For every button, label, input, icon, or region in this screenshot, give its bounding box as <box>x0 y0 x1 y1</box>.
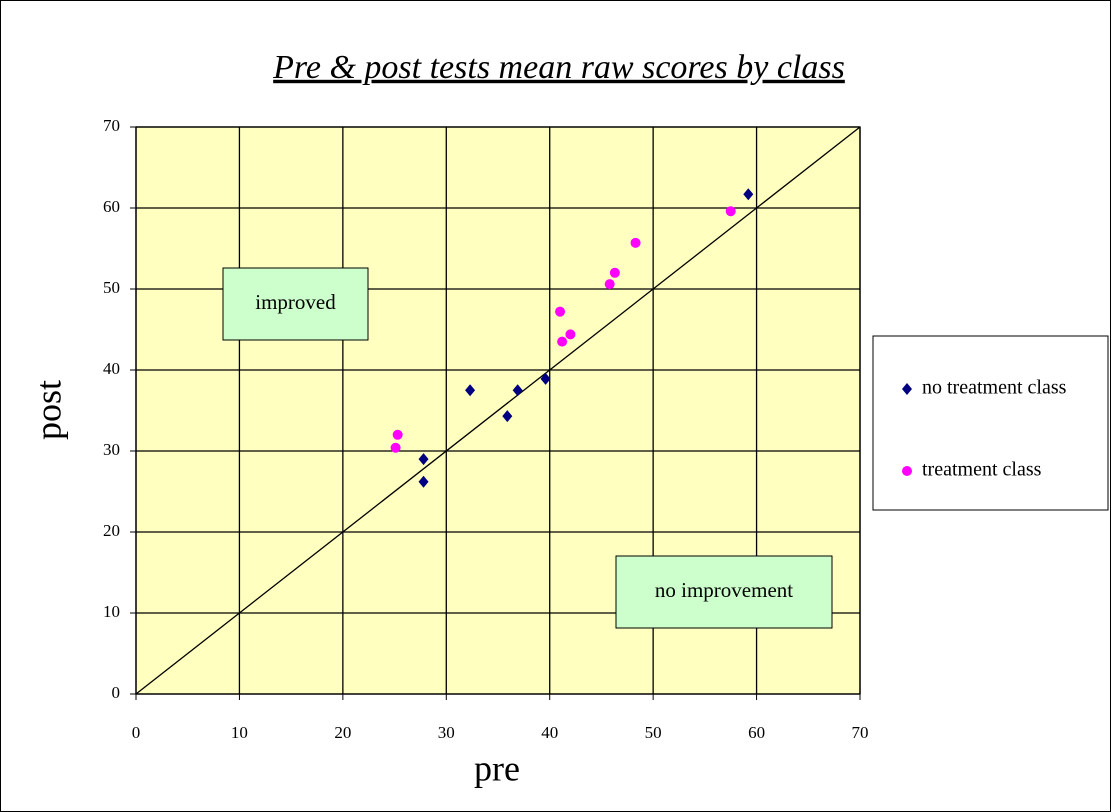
legend-marker <box>902 383 912 395</box>
x-tick-label: 20 <box>334 723 351 742</box>
x-tick-label: 70 <box>852 723 869 742</box>
point <box>392 429 403 440</box>
annotation: improved <box>255 290 336 314</box>
annotation-box <box>222 267 369 341</box>
point <box>565 329 576 340</box>
y-tick-label: 60 <box>103 197 120 216</box>
x-tick-label: 60 <box>748 723 765 742</box>
x-tick-label: 40 <box>541 723 558 742</box>
annotation: no improvement <box>655 578 793 602</box>
x-tick-label: 10 <box>231 723 248 742</box>
legend-marker <box>902 466 912 476</box>
x-tick-label: 0 <box>132 723 141 742</box>
x-axis-label: pre <box>474 748 520 788</box>
point <box>630 237 641 248</box>
y-tick-label: 0 <box>112 683 121 702</box>
point <box>390 442 401 453</box>
point <box>555 306 566 317</box>
legend-label: no treatment class <box>922 377 1067 399</box>
point <box>512 384 523 397</box>
y-tick-label: 10 <box>103 602 120 621</box>
point <box>540 372 551 385</box>
point <box>557 336 568 347</box>
point <box>725 206 736 217</box>
point <box>604 279 615 290</box>
point <box>418 475 429 488</box>
point <box>418 453 429 466</box>
point <box>743 188 754 201</box>
y-tick-label: 50 <box>103 278 120 297</box>
x-tick-label: 30 <box>438 723 455 742</box>
point <box>609 267 620 278</box>
legend-label: treatment class <box>922 459 1042 481</box>
y-axis-label: post <box>28 380 68 440</box>
y-tick-label: 40 <box>103 359 120 378</box>
legend-box <box>872 335 1109 511</box>
reference-line <box>135 126 861 695</box>
point <box>465 384 476 397</box>
x-tick-label: 50 <box>645 723 662 742</box>
plot-border <box>135 126 861 695</box>
y-tick-label: 70 <box>103 116 120 135</box>
point <box>502 410 513 423</box>
y-tick-label: 20 <box>103 521 120 540</box>
y-tick-label: 30 <box>103 440 120 459</box>
annotation-box <box>615 555 833 629</box>
chart-title: Pre & post tests mean raw scores by clas… <box>272 49 845 86</box>
